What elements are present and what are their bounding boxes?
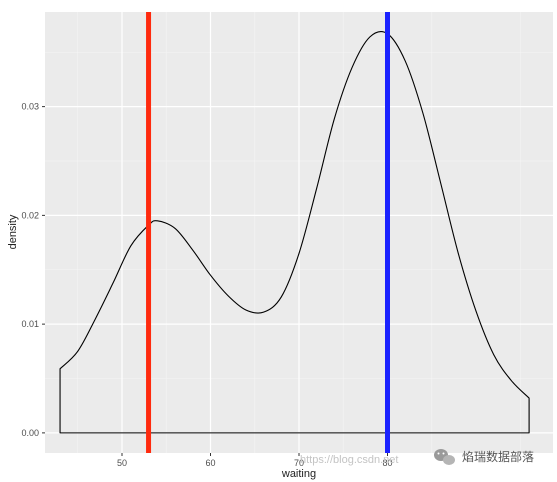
density-curve [59, 30, 530, 434]
x-tick-label: 50 [117, 458, 127, 468]
y-axis-title: density [7, 214, 19, 249]
y-tick-label: 0.00 [21, 428, 39, 438]
y-axis-ticks: 0.00 0.01 0.02 0.03 [21, 102, 45, 438]
x-tick-label: 70 [294, 458, 304, 468]
watermark-url: https://blog.csdn.net [300, 454, 398, 466]
reference-lines [146, 12, 391, 453]
x-axis-title: waiting [281, 468, 316, 480]
y-tick-label: 0.03 [21, 102, 39, 112]
watermark-brand: 焰瑞数据部落 [462, 449, 534, 464]
y-tick-label: 0.01 [21, 319, 39, 329]
watermark: https://blog.csdn.net 焰瑞数据部落 [300, 449, 534, 466]
y-tick-label: 0.02 [21, 210, 39, 220]
x-tick-label: 60 [205, 458, 215, 468]
x-tick-label: 80 [382, 458, 392, 468]
x-axis-ticks: 50 60 70 80 [117, 453, 393, 468]
wechat-icon [434, 449, 455, 465]
density-curve-layer [59, 30, 530, 434]
